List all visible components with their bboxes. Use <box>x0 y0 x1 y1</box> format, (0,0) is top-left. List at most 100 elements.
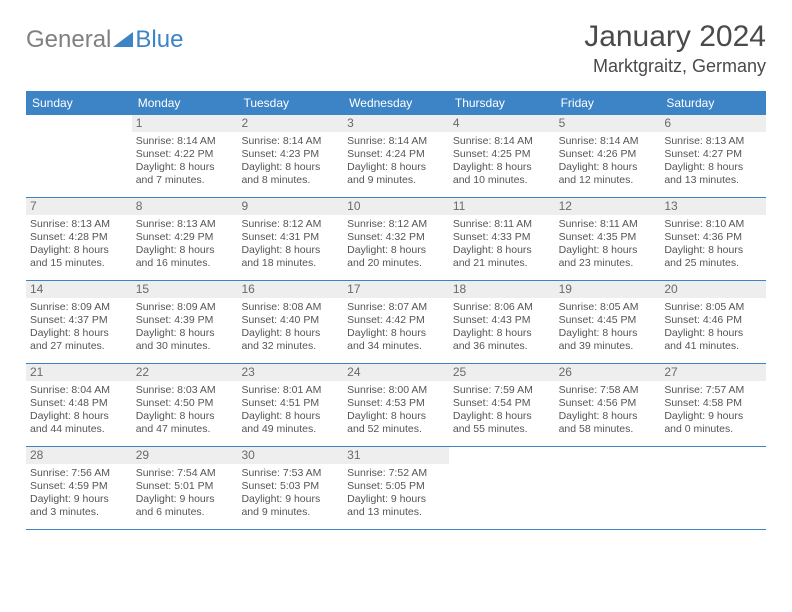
sun-line: Daylight: 8 hours <box>30 244 128 257</box>
sun-line: Sunrise: 8:10 AM <box>664 218 762 231</box>
sun-line: Sunset: 4:33 PM <box>453 231 551 244</box>
title-block: January 2024 Marktgraitz, Germany <box>584 20 766 77</box>
sun-line: Sunrise: 8:13 AM <box>30 218 128 231</box>
sun-line: Sunrise: 8:01 AM <box>241 384 339 397</box>
weekday-sat: Saturday <box>660 91 766 115</box>
sun-line: Sunrise: 8:06 AM <box>453 301 551 314</box>
day-number: 31 <box>343 447 449 464</box>
day-cell: 14Sunrise: 8:09 AMSunset: 4:37 PMDayligh… <box>26 281 132 363</box>
empty-cell <box>449 447 555 529</box>
sun-line: Sunset: 4:54 PM <box>453 397 551 410</box>
day-number: 22 <box>132 364 238 381</box>
day-number: 2 <box>237 115 343 132</box>
empty-cell <box>660 447 766 529</box>
sun-line: Sunrise: 8:13 AM <box>664 135 762 148</box>
sun-line: Sunrise: 8:09 AM <box>30 301 128 314</box>
day-number: 23 <box>237 364 343 381</box>
sun-line: and 8 minutes. <box>241 174 339 187</box>
sun-line: and 23 minutes. <box>559 257 657 270</box>
week-row: 14Sunrise: 8:09 AMSunset: 4:37 PMDayligh… <box>26 281 766 364</box>
day-cell: 31Sunrise: 7:52 AMSunset: 5:05 PMDayligh… <box>343 447 449 529</box>
sun-line: Sunset: 4:50 PM <box>136 397 234 410</box>
sun-line: and 52 minutes. <box>347 423 445 436</box>
sun-line: Sunset: 4:56 PM <box>559 397 657 410</box>
day-number: 12 <box>555 198 661 215</box>
sun-line: Daylight: 8 hours <box>30 410 128 423</box>
sun-line: Daylight: 8 hours <box>241 161 339 174</box>
sun-line: Sunset: 4:36 PM <box>664 231 762 244</box>
day-number: 19 <box>555 281 661 298</box>
sun-line: Daylight: 8 hours <box>664 161 762 174</box>
day-number: 16 <box>237 281 343 298</box>
day-number: 24 <box>343 364 449 381</box>
sun-line: Daylight: 8 hours <box>136 161 234 174</box>
day-cell: 2Sunrise: 8:14 AMSunset: 4:23 PMDaylight… <box>237 115 343 197</box>
week-row: 7Sunrise: 8:13 AMSunset: 4:28 PMDaylight… <box>26 198 766 281</box>
day-cell: 30Sunrise: 7:53 AMSunset: 5:03 PMDayligh… <box>237 447 343 529</box>
sun-line: Sunrise: 8:12 AM <box>241 218 339 231</box>
sun-line: Sunrise: 8:03 AM <box>136 384 234 397</box>
day-cell: 6Sunrise: 8:13 AMSunset: 4:27 PMDaylight… <box>660 115 766 197</box>
day-cell: 15Sunrise: 8:09 AMSunset: 4:39 PMDayligh… <box>132 281 238 363</box>
sun-line: Sunrise: 8:05 AM <box>664 301 762 314</box>
sun-line: Daylight: 8 hours <box>241 410 339 423</box>
sun-line: Sunrise: 8:04 AM <box>30 384 128 397</box>
sun-line: and 44 minutes. <box>30 423 128 436</box>
empty-cell <box>26 115 132 197</box>
sun-line: and 9 minutes. <box>241 506 339 519</box>
sun-line: and 10 minutes. <box>453 174 551 187</box>
sun-line: and 41 minutes. <box>664 340 762 353</box>
month-title: January 2024 <box>584 20 766 54</box>
sun-line: Daylight: 9 hours <box>664 410 762 423</box>
sun-line: Daylight: 8 hours <box>559 410 657 423</box>
day-cell: 5Sunrise: 8:14 AMSunset: 4:26 PMDaylight… <box>555 115 661 197</box>
sun-line: and 0 minutes. <box>664 423 762 436</box>
sun-line: Sunrise: 7:54 AM <box>136 467 234 480</box>
sun-line: Daylight: 8 hours <box>453 327 551 340</box>
sun-line: Sunrise: 8:11 AM <box>453 218 551 231</box>
day-number: 30 <box>237 447 343 464</box>
sun-line: Daylight: 9 hours <box>30 493 128 506</box>
sun-line: Sunset: 4:48 PM <box>30 397 128 410</box>
sun-line: Daylight: 8 hours <box>30 327 128 340</box>
sun-line: Daylight: 8 hours <box>347 161 445 174</box>
weekday-header: Sunday Monday Tuesday Wednesday Thursday… <box>26 91 766 115</box>
sun-line: and 55 minutes. <box>453 423 551 436</box>
sun-line: Daylight: 8 hours <box>241 244 339 257</box>
sun-line: Sunset: 4:23 PM <box>241 148 339 161</box>
sun-line: Sunset: 4:45 PM <box>559 314 657 327</box>
sun-line: Sunrise: 8:14 AM <box>136 135 234 148</box>
sun-line: Sunset: 4:39 PM <box>136 314 234 327</box>
day-number: 13 <box>660 198 766 215</box>
sun-line: and 34 minutes. <box>347 340 445 353</box>
sun-line: Sunrise: 8:14 AM <box>347 135 445 148</box>
sun-line: and 30 minutes. <box>136 340 234 353</box>
sun-line: Daylight: 8 hours <box>241 327 339 340</box>
day-number: 21 <box>26 364 132 381</box>
weekday-sun: Sunday <box>26 91 132 115</box>
day-cell: 4Sunrise: 8:14 AMSunset: 4:25 PMDaylight… <box>449 115 555 197</box>
sun-line: Daylight: 8 hours <box>453 161 551 174</box>
sun-line: and 13 minutes. <box>664 174 762 187</box>
sun-line: Sunrise: 7:59 AM <box>453 384 551 397</box>
day-number: 7 <box>26 198 132 215</box>
sun-line: Sunrise: 8:08 AM <box>241 301 339 314</box>
day-cell: 8Sunrise: 8:13 AMSunset: 4:29 PMDaylight… <box>132 198 238 280</box>
sun-line: and 13 minutes. <box>347 506 445 519</box>
week-row: 1Sunrise: 8:14 AMSunset: 4:22 PMDaylight… <box>26 115 766 198</box>
day-number: 29 <box>132 447 238 464</box>
weekday-wed: Wednesday <box>343 91 449 115</box>
sun-line: and 18 minutes. <box>241 257 339 270</box>
day-number: 17 <box>343 281 449 298</box>
sun-line: Sunrise: 8:13 AM <box>136 218 234 231</box>
sun-line: Sunset: 4:29 PM <box>136 231 234 244</box>
day-cell: 25Sunrise: 7:59 AMSunset: 4:54 PMDayligh… <box>449 364 555 446</box>
sun-line: Sunrise: 7:58 AM <box>559 384 657 397</box>
day-number: 9 <box>237 198 343 215</box>
week-row: 21Sunrise: 8:04 AMSunset: 4:48 PMDayligh… <box>26 364 766 447</box>
day-cell: 17Sunrise: 8:07 AMSunset: 4:42 PMDayligh… <box>343 281 449 363</box>
sun-line: and 9 minutes. <box>347 174 445 187</box>
sun-line: and 3 minutes. <box>30 506 128 519</box>
sun-line: Sunset: 4:43 PM <box>453 314 551 327</box>
sun-line: Sunrise: 8:05 AM <box>559 301 657 314</box>
